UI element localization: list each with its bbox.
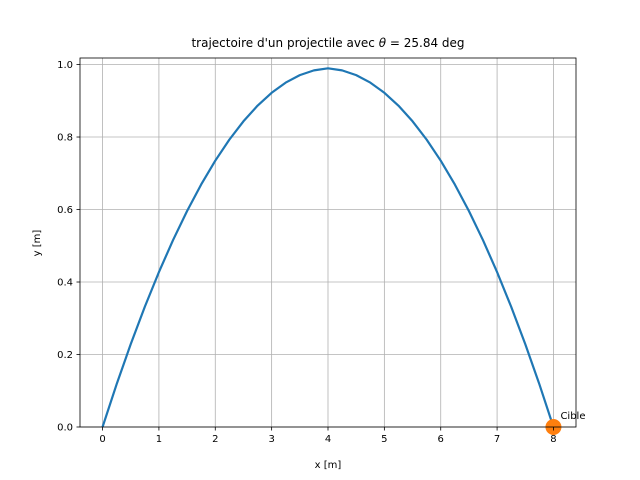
x-tick-label: 4 xyxy=(325,434,331,445)
y-tick-label: 0.6 xyxy=(57,205,73,216)
x-tick-label: 5 xyxy=(381,434,387,445)
x-tick-label: 8 xyxy=(550,434,556,445)
grid xyxy=(80,58,576,428)
x-tick-label: 3 xyxy=(268,434,274,445)
x-tick-label: 6 xyxy=(438,434,444,445)
x-axis: 0 1 2 3 4 5 6 7 8 xyxy=(99,427,557,445)
chart-title: trajectoire d'un projectile avec θ = 25.… xyxy=(191,36,464,50)
y-axis: 0.0 0.2 0.4 0.6 0.8 1.0 xyxy=(57,60,80,434)
x-axis-label: x [m] xyxy=(315,460,342,471)
y-tick-label: 0.8 xyxy=(57,133,73,144)
x-tick-label: 0 xyxy=(99,434,105,445)
x-tick-label: 2 xyxy=(212,434,218,445)
y-tick-label: 0.4 xyxy=(57,278,73,289)
y-tick-label: 0.0 xyxy=(57,423,73,434)
x-tick-label: 7 xyxy=(494,434,500,445)
trajectory-line xyxy=(101,67,555,428)
y-tick-label: 0.2 xyxy=(57,350,73,361)
y-axis-label: y [m] xyxy=(32,230,43,257)
x-tick-label: 1 xyxy=(156,434,162,445)
theta-symbol: θ xyxy=(379,36,387,50)
y-tick-label: 1.0 xyxy=(57,60,73,71)
target-label: Cible xyxy=(560,411,585,422)
